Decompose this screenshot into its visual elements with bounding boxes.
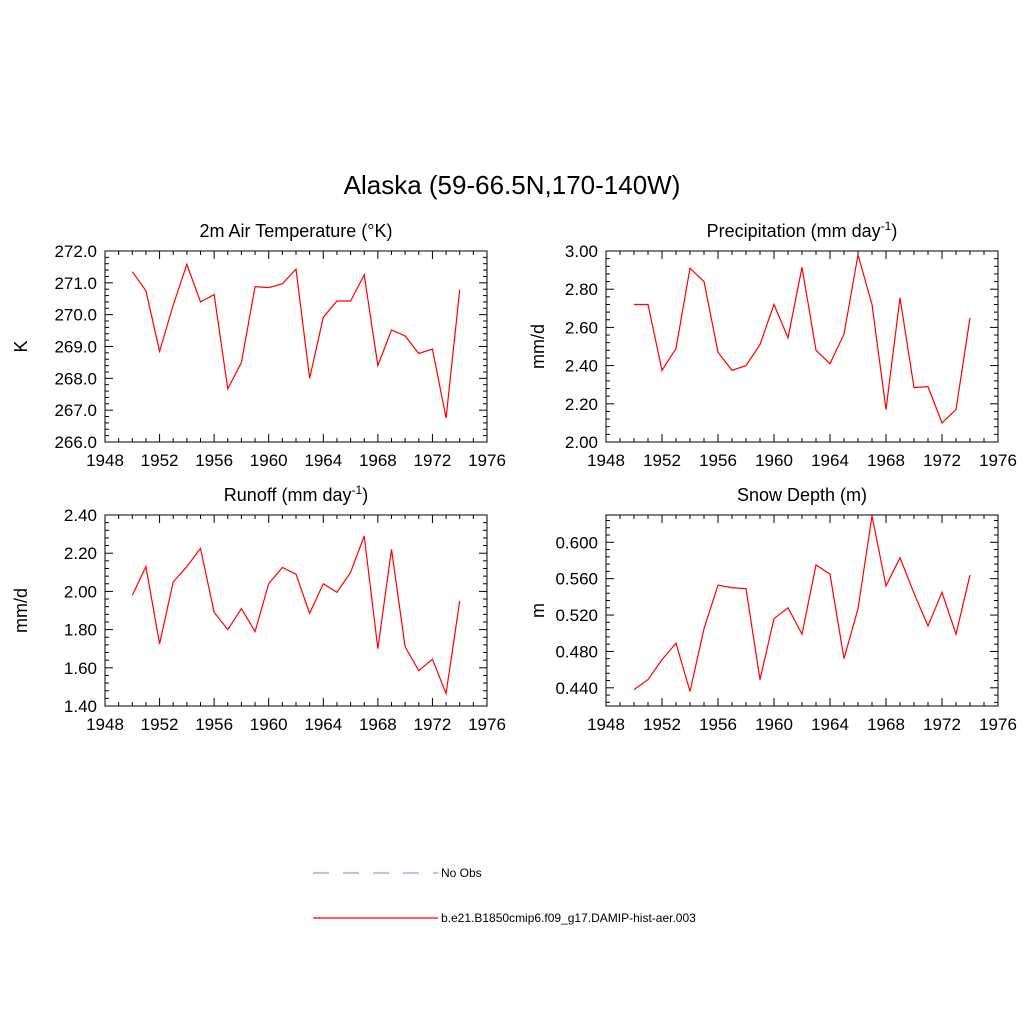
panel-title-main: 2m Air Temperature bbox=[200, 221, 362, 241]
panel-0: 1948 1952 1956 1960 1964 1968 1972 1976 266.0 267… bbox=[11, 221, 506, 470]
x-tick-label: 1964 bbox=[811, 451, 849, 470]
legend: No Obs b.e21.B1850cmip6.f09_g17.DAMIP-hi… bbox=[313, 866, 696, 925]
figure-title: Alaska (59-66.5N,170-140W) bbox=[344, 170, 681, 200]
x-tick-label: 1964 bbox=[304, 715, 342, 734]
y-tick-label: 267.0 bbox=[54, 401, 97, 420]
series-line-0 bbox=[131, 262, 461, 419]
y-axis-label: m bbox=[528, 603, 548, 618]
y-tick-label: 0.440 bbox=[555, 679, 598, 698]
x-tick-label: 1976 bbox=[979, 451, 1017, 470]
x-tick-label: 1972 bbox=[923, 451, 961, 470]
y-tick-label: 2.40 bbox=[565, 357, 598, 376]
y-tick-label: 1.60 bbox=[64, 659, 97, 678]
plot-frame bbox=[104, 250, 488, 443]
panel-title-main: Precipitation (mm day bbox=[707, 221, 881, 241]
y-tick-label: 2.40 bbox=[64, 506, 97, 525]
panel-title-superscript: -1 bbox=[881, 219, 892, 233]
series-line-0 bbox=[633, 515, 971, 692]
y-tick-label: 269.0 bbox=[54, 338, 97, 357]
x-tick-label: 1952 bbox=[643, 451, 681, 470]
x-tick-label: 1948 bbox=[587, 451, 625, 470]
x-tick-label: 1952 bbox=[141, 451, 179, 470]
y-tick-label: 0.560 bbox=[555, 570, 598, 589]
x-tick-label: 1968 bbox=[867, 451, 905, 470]
y-tick-label: 1.80 bbox=[64, 621, 97, 640]
x-tick-label: 1968 bbox=[867, 715, 905, 734]
x-tick-label: 1960 bbox=[250, 715, 288, 734]
x-tick-label: 1976 bbox=[468, 715, 506, 734]
y-tick-label: 270.0 bbox=[54, 306, 97, 325]
panel-title-unit: (°K) bbox=[361, 221, 392, 241]
x-tick-label: 1976 bbox=[468, 451, 506, 470]
x-tick-label: 1968 bbox=[359, 715, 397, 734]
legend-label-no-obs: No Obs bbox=[441, 866, 482, 880]
y-axis-label: mm/d bbox=[11, 588, 31, 633]
plot-frame bbox=[104, 514, 488, 707]
y-tick-label: 271.0 bbox=[54, 274, 97, 293]
panel-title-main: Runoff (mm day bbox=[224, 485, 352, 505]
series-line-0 bbox=[131, 535, 461, 696]
x-tick-label: 1956 bbox=[699, 715, 737, 734]
y-tick-label: 2.20 bbox=[64, 544, 97, 563]
x-tick-label: 1948 bbox=[86, 451, 124, 470]
y-tick-label: 272.0 bbox=[54, 242, 97, 261]
y-tick-label: 0.520 bbox=[555, 606, 598, 625]
plot-frame bbox=[605, 514, 999, 707]
x-tick-label: 1956 bbox=[195, 715, 233, 734]
y-tick-label: 2.80 bbox=[565, 280, 598, 299]
panel-title: Runoff (mm day-1) bbox=[224, 483, 368, 505]
panel-2: 1948 1952 1956 1960 1964 1968 1972 1976 1.40 1.60… bbox=[11, 483, 506, 734]
x-tick-label: 1964 bbox=[811, 715, 849, 734]
panel-title: Snow Depth (m) bbox=[737, 485, 867, 505]
panel-title-tail: ) bbox=[891, 221, 897, 241]
x-tick-label: 1952 bbox=[643, 715, 681, 734]
x-tick-label: 1960 bbox=[755, 715, 793, 734]
y-tick-label: 2.20 bbox=[565, 395, 598, 414]
panel-title-superscript: -1 bbox=[352, 483, 363, 497]
x-tick-label: 1964 bbox=[304, 451, 342, 470]
x-tick-label: 1972 bbox=[414, 451, 452, 470]
y-tick-label: 3.00 bbox=[565, 242, 598, 261]
x-tick-label: 1960 bbox=[250, 451, 288, 470]
y-tick-label: 0.480 bbox=[555, 642, 598, 661]
x-tick-label: 1976 bbox=[979, 715, 1017, 734]
y-tick-label: 266.0 bbox=[54, 433, 97, 452]
x-tick-label: 1952 bbox=[141, 715, 179, 734]
x-tick-label: 1956 bbox=[195, 451, 233, 470]
panels: 1948 1952 1956 1960 1964 1968 1972 1976 266.0 267… bbox=[11, 219, 1017, 734]
series-line-0 bbox=[634, 254, 971, 424]
panel-title: Precipitation (mm day-1) bbox=[707, 219, 898, 241]
x-tick-label: 1972 bbox=[414, 715, 452, 734]
x-tick-label: 1948 bbox=[587, 715, 625, 734]
panel-title-tail: ) bbox=[362, 485, 368, 505]
y-tick-label: 0.600 bbox=[555, 533, 598, 552]
panel-1: 1948 1952 1956 1960 1964 1968 1972 1976 2.00 2.20… bbox=[528, 219, 1017, 470]
y-tick-label: 2.00 bbox=[64, 582, 97, 601]
y-axis-label: K bbox=[11, 340, 31, 352]
x-tick-label: 1972 bbox=[923, 715, 961, 734]
x-tick-label: 1960 bbox=[755, 451, 793, 470]
x-tick-label: 1956 bbox=[699, 451, 737, 470]
plot-frame bbox=[605, 250, 999, 443]
y-tick-label: 1.40 bbox=[64, 697, 97, 716]
x-tick-label: 1948 bbox=[86, 715, 124, 734]
panel-title: 2m Air Temperature (°K) bbox=[200, 221, 393, 241]
y-tick-label: 268.0 bbox=[54, 369, 97, 388]
y-tick-label: 2.00 bbox=[565, 433, 598, 452]
x-tick-label: 1968 bbox=[359, 451, 397, 470]
y-tick-label: 2.60 bbox=[565, 318, 598, 337]
legend-label-model: b.e21.B1850cmip6.f09_g17.DAMIP-hist-aer.… bbox=[441, 911, 696, 925]
y-axis-label: mm/d bbox=[528, 324, 548, 369]
panel-3: 1948 1952 1956 1960 1964 1968 1972 1976 0.440 0.4… bbox=[528, 485, 1017, 734]
